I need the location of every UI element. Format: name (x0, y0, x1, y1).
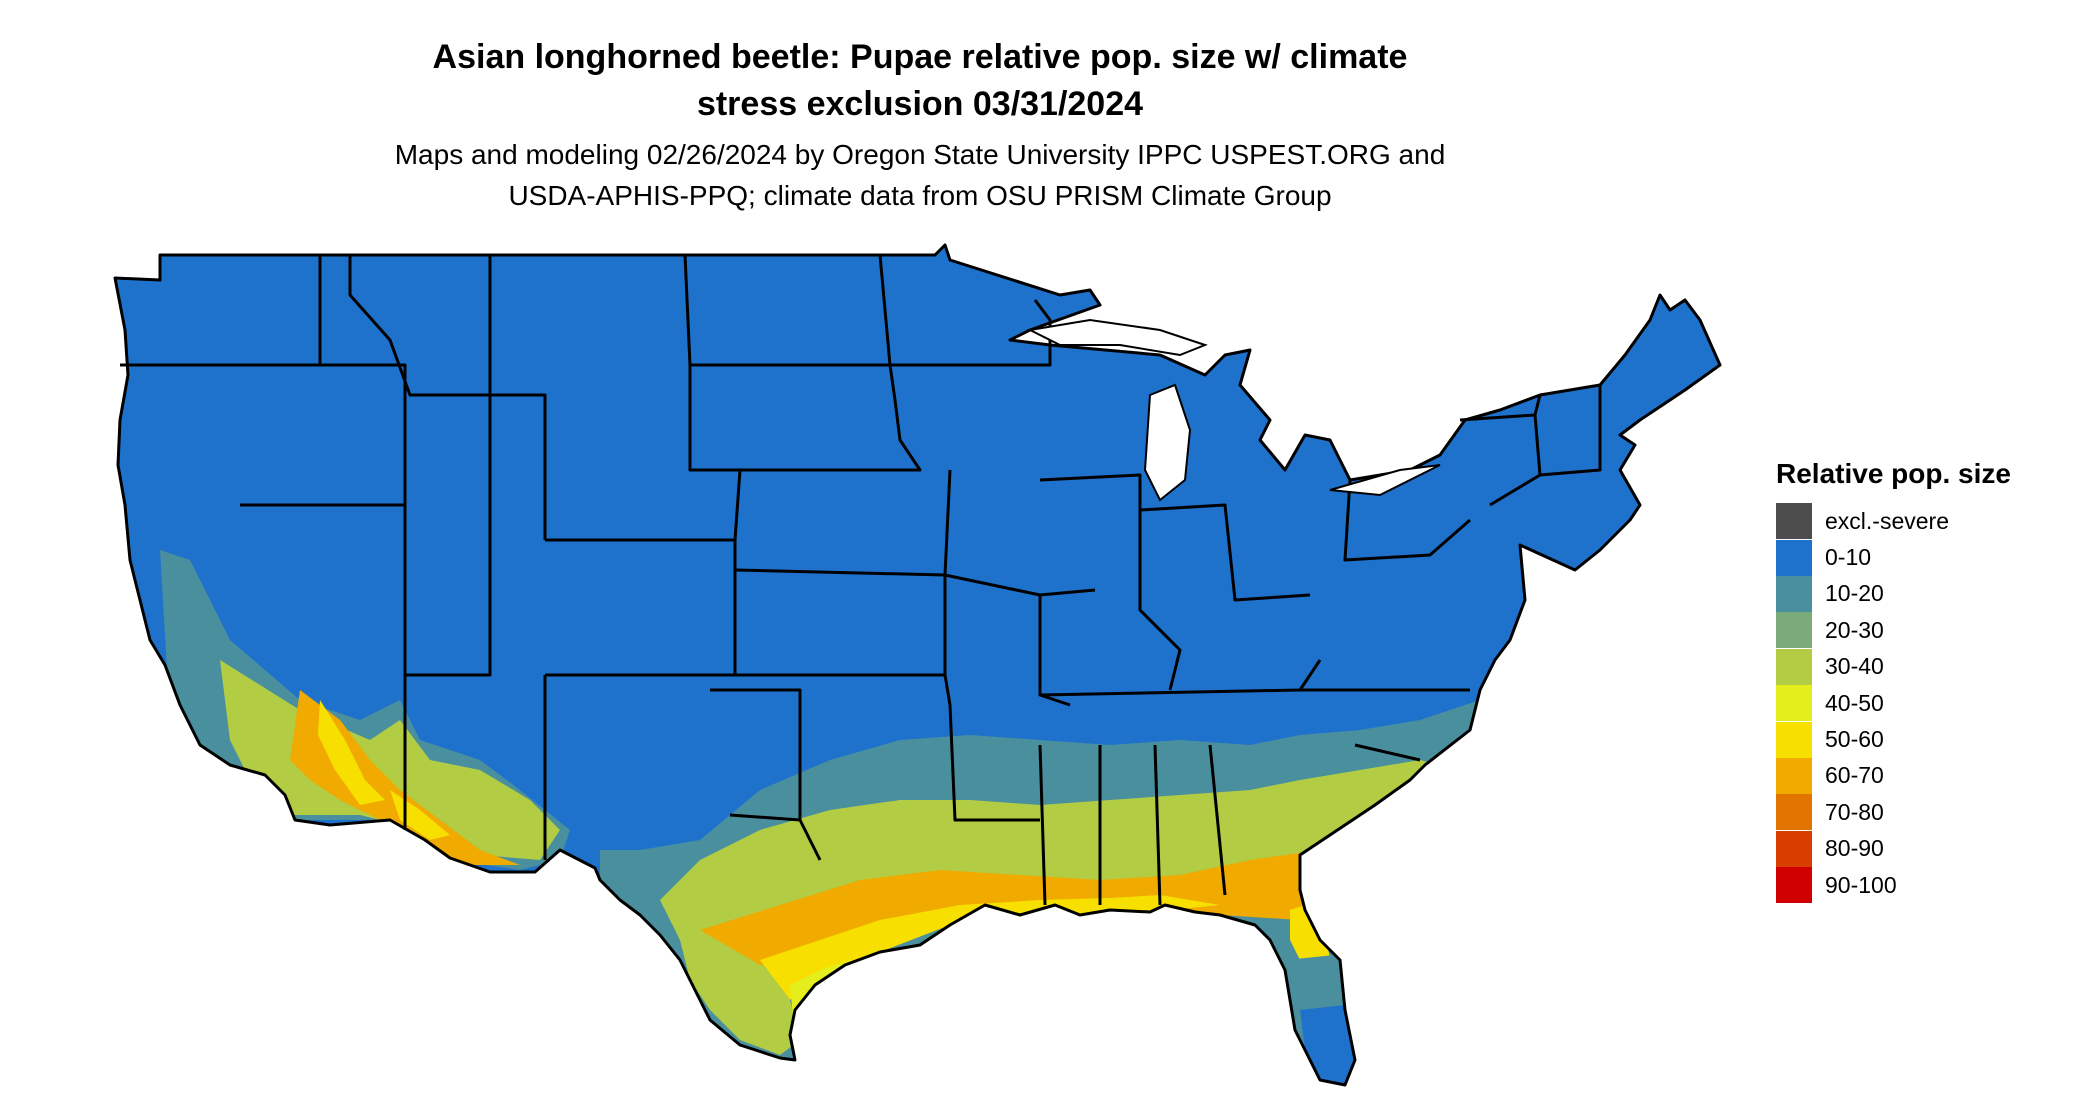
legend-label: 10-20 (1825, 580, 1884, 607)
legend-item: excl.-severe (1776, 503, 2066, 540)
legend-item: 70-80 (1776, 794, 2066, 831)
legend-label: 50-60 (1825, 726, 1884, 753)
legend-swatch (1776, 648, 1812, 685)
state-lines-west (120, 255, 737, 860)
band-50-60-florida (1290, 900, 1330, 960)
lake-superior (1026, 318, 1208, 357)
legend-swatch (1776, 757, 1812, 794)
legend-swatch (1776, 612, 1812, 649)
legend-swatch (1776, 830, 1812, 867)
legend-item: 80-90 (1776, 830, 2066, 867)
lake-michigan (1143, 383, 1192, 502)
legend-label: 60-70 (1825, 762, 1884, 789)
band-60-70-southwest (290, 690, 520, 865)
map-subtitle-line1: Maps and modeling 02/26/2024 by Oregon S… (394, 139, 1446, 170)
legend-item: 90-100 (1776, 867, 2066, 904)
legend-label: 20-30 (1825, 616, 1884, 643)
great-lakes (1026, 318, 1441, 502)
legend-swatch (1776, 503, 1812, 540)
legend-items: excl.-severe 0-10 10-20 20-30 30-40 40-5… (1776, 503, 2066, 904)
map-subtitle: Maps and modeling 02/26/2024 by Oregon S… (0, 134, 1840, 216)
state-lines-east (890, 299, 1602, 906)
band-50-60-southwest (318, 700, 385, 805)
legend-label: 90-100 (1825, 871, 1897, 898)
legend-label: 30-40 (1825, 653, 1884, 680)
legend-swatch (1776, 867, 1812, 904)
map-title-line2: stress exclusion 03/31/2024 (696, 85, 1144, 123)
lake-erie (1329, 464, 1441, 497)
legend-label: 80-90 (1825, 835, 1884, 862)
legend-title: Relative pop. size (1776, 458, 2011, 489)
legend-swatch (1776, 685, 1812, 722)
legend-swatch (1776, 575, 1812, 612)
legend-label: 40-50 (1825, 689, 1884, 716)
map-subtitle-line2: USDA-APHIS-PPQ; climate data from OSU PR… (508, 180, 1332, 211)
legend-item: 10-20 (1776, 575, 2066, 612)
legend-item: 0-10 (1776, 539, 2066, 576)
legend-item: 40-50 (1776, 685, 2066, 722)
legend-swatch (1776, 539, 1812, 576)
band-30-40-texas (680, 930, 800, 1055)
map-base-fill (115, 245, 1720, 1085)
legend-label: excl.-severe (1825, 507, 1949, 534)
legend: Relative pop. size excl.-severe 0-10 10-… (1776, 458, 2066, 904)
legend-item: 50-60 (1776, 721, 2066, 758)
band-30-40-southwest (220, 660, 560, 860)
legend-item: 30-40 (1776, 648, 2066, 685)
legend-label: 0-10 (1825, 544, 1872, 571)
legend-item: 60-70 (1776, 757, 2066, 794)
legend-item: 20-30 (1776, 612, 2066, 649)
band-10-20-texas-tip (790, 1030, 830, 1062)
map-title-line1: Asian longhorned beetle: Pupae relative … (432, 38, 1408, 76)
state-borders (113, 243, 1722, 1087)
band-10-20-florida (1285, 955, 1345, 1020)
legend-swatch (1776, 721, 1812, 758)
legend-label: 70-80 (1825, 798, 1884, 825)
map-title: Asian longhorned beetle: Pupae relative … (0, 34, 1840, 128)
legend-swatch (1776, 794, 1812, 831)
